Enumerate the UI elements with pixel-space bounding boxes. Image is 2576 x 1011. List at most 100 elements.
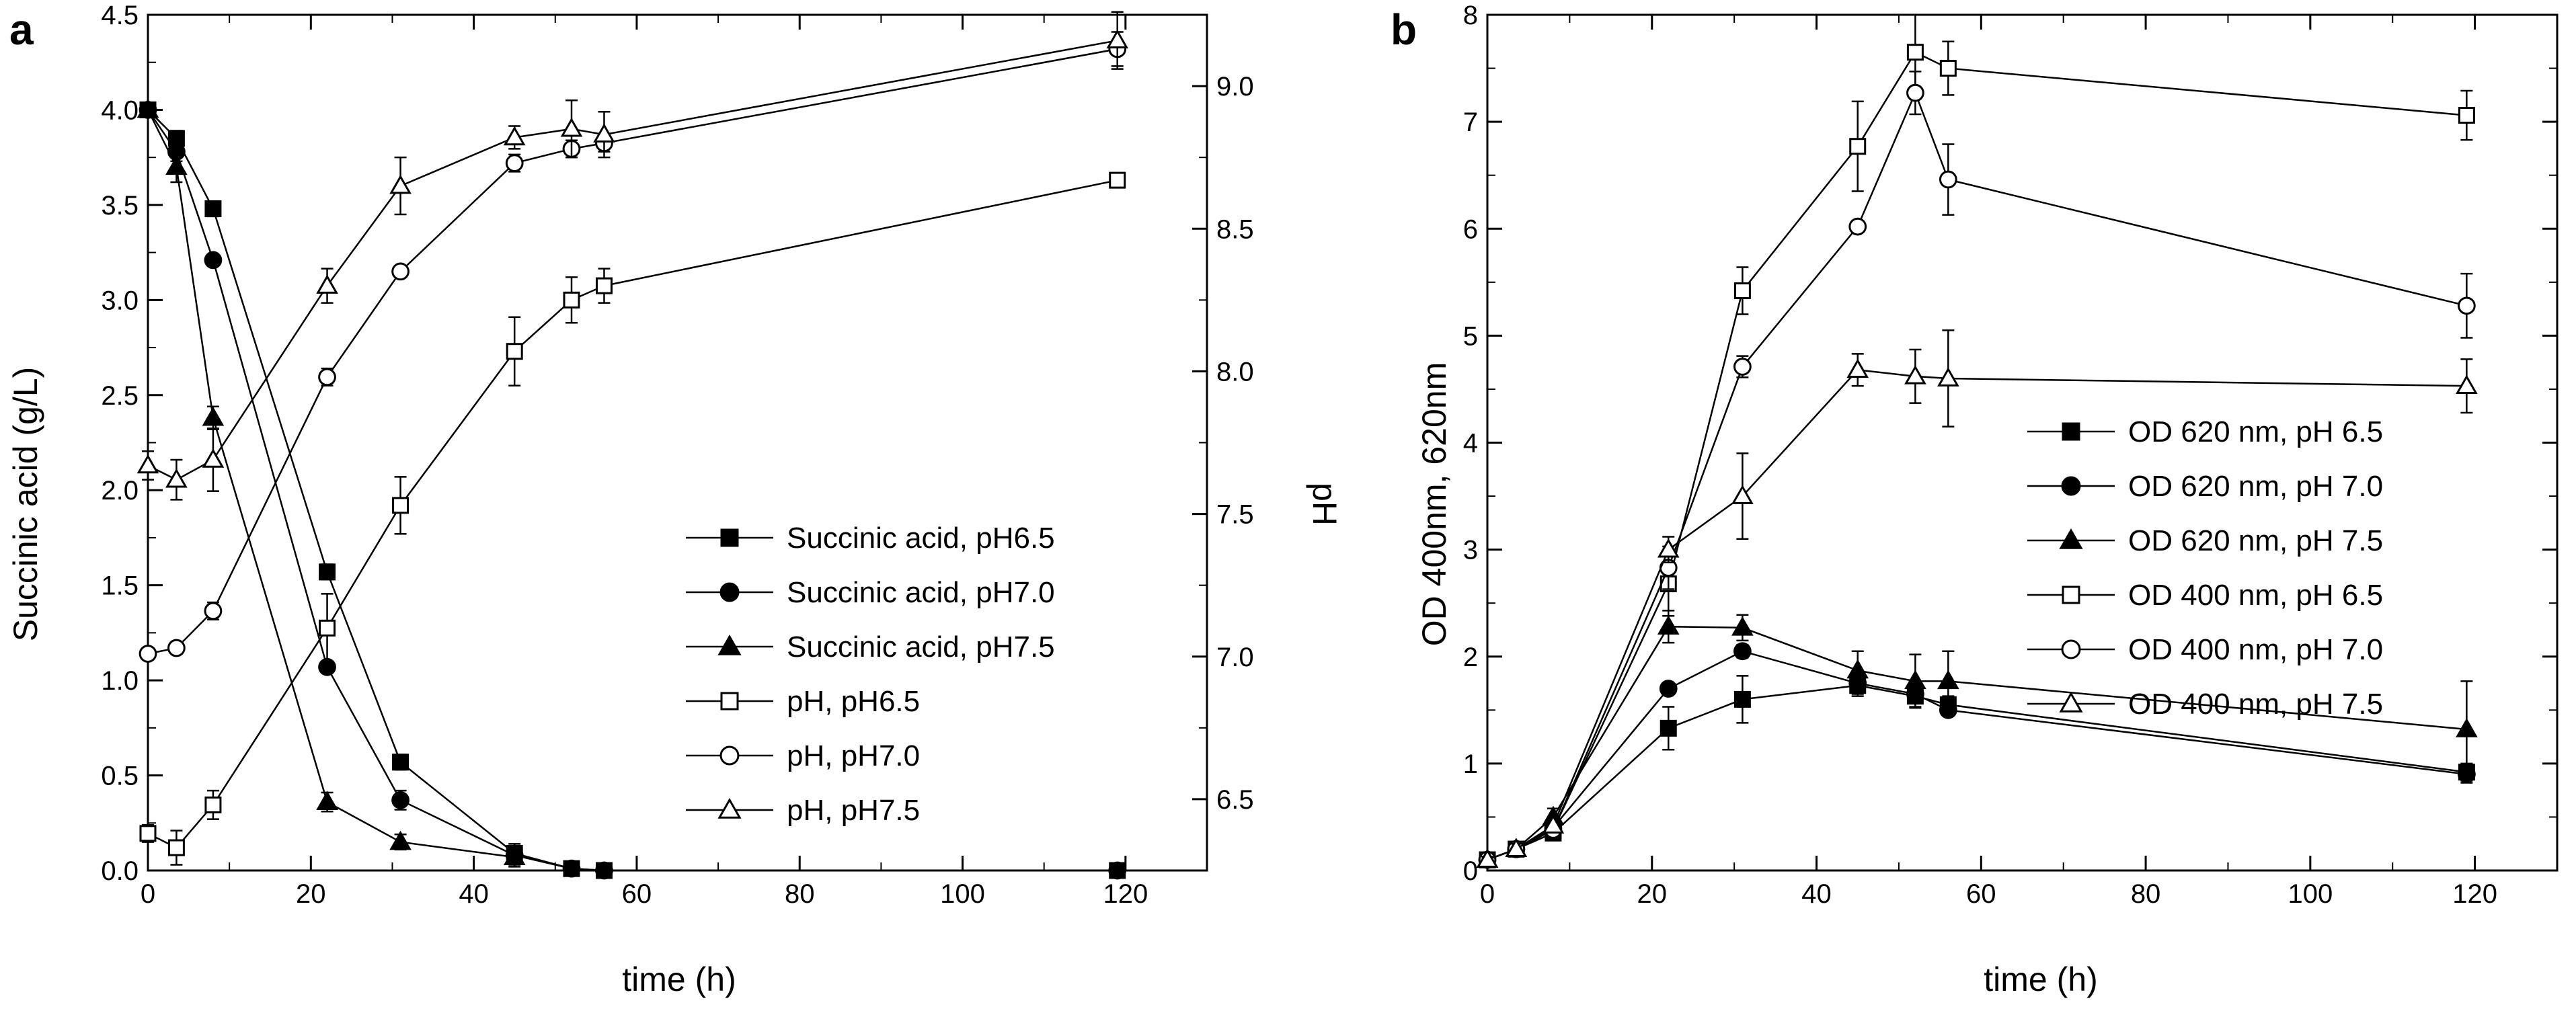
y2-tick-label-a: 7.5 xyxy=(1216,500,1254,530)
legend-item: OD 400 nm, pH 7.5 xyxy=(2027,688,2383,721)
data-point xyxy=(204,200,222,218)
data-point xyxy=(506,343,523,360)
data-point xyxy=(204,602,223,620)
series-line xyxy=(147,179,1118,849)
data-point xyxy=(1542,814,1565,834)
data-point xyxy=(139,825,157,842)
legend-item: pH, pH6.5 xyxy=(686,685,920,718)
data-point xyxy=(1906,44,1924,61)
data-point xyxy=(202,448,225,468)
legend-b: OD 620 nm, pH 6.5 OD 620 nm, pH 7.0 OD 620… xyxy=(2027,415,2383,721)
data-point xyxy=(503,126,526,146)
series-line xyxy=(147,109,1118,872)
data-point xyxy=(392,497,409,514)
y2-tick-label-a: 8.0 xyxy=(1216,357,1254,387)
y-tick-label-b: 7 xyxy=(1463,108,1478,137)
legend-label: Succinic acid, pH7.0 xyxy=(787,576,1055,609)
data-point xyxy=(316,791,338,810)
data-point xyxy=(391,262,409,281)
data-point xyxy=(136,98,159,118)
x-tick-label-a: 20 xyxy=(296,879,326,909)
legend-marker xyxy=(717,797,742,819)
legend-label: Succinic acid, pH6.5 xyxy=(787,522,1055,555)
data-point xyxy=(1657,615,1680,635)
data-point xyxy=(139,645,157,663)
legend-label: pH, pH7.5 xyxy=(787,794,920,827)
data-point xyxy=(1660,719,1677,737)
legend-item: OD 620 nm, pH 6.5 xyxy=(2027,415,2383,448)
data-point xyxy=(167,839,185,856)
data-point xyxy=(136,454,159,474)
data-point xyxy=(1733,358,1752,376)
y-tick-label-a: 0.5 xyxy=(101,762,139,791)
y-tick-label-b: 4 xyxy=(1463,429,1478,458)
y-axis-label-b: OD 400nm, 620nm xyxy=(1415,362,1453,646)
x-tick-label-b: 40 xyxy=(1801,879,1832,909)
series-line xyxy=(1487,51,2467,861)
x-tick-label-b: 120 xyxy=(2452,879,2497,909)
data-point xyxy=(1904,365,1926,385)
legend-label: pH, pH7.0 xyxy=(787,739,920,772)
y-tick-label-b: 3 xyxy=(1463,536,1478,565)
data-point xyxy=(505,154,524,173)
legend-marker xyxy=(719,745,740,766)
x-tick-label-a: 60 xyxy=(622,879,652,909)
data-point xyxy=(595,861,613,880)
y2-tick-label-a: 8.5 xyxy=(1216,214,1254,244)
data-point xyxy=(165,468,188,488)
data-point xyxy=(2456,718,2478,737)
y-tick-label-a: 1.5 xyxy=(101,571,139,601)
y-tick-label-a: 4.0 xyxy=(101,95,139,125)
x-axis-label-b: time (h) xyxy=(1984,961,2097,998)
series-line xyxy=(147,109,1118,872)
legend-item: Succinic acid, pH6.5 xyxy=(686,522,1055,555)
data-point xyxy=(1733,642,1752,661)
data-point xyxy=(1846,358,1869,378)
data-point xyxy=(1848,217,1867,236)
data-point xyxy=(389,830,412,850)
legend-a: Succinic acid, pH6.5 Succinic acid, pH7.0… xyxy=(686,522,1055,827)
plot-frame-b xyxy=(1486,13,2559,872)
y-tick-label-a: 2.0 xyxy=(101,476,139,506)
data-point xyxy=(1733,690,1751,708)
series-a-3 xyxy=(139,171,1126,866)
y-tick-label-a: 4.5 xyxy=(101,1,139,30)
y-tick-label-b: 2 xyxy=(1463,643,1478,672)
y-tick-label-a: 0.0 xyxy=(101,856,139,886)
legend-marker xyxy=(2062,422,2080,441)
data-point xyxy=(593,123,615,143)
data-point xyxy=(2457,296,2476,315)
y-tick-label-a: 3.5 xyxy=(101,191,139,220)
legend-marker xyxy=(2062,585,2080,604)
data-point xyxy=(1505,838,1528,857)
y2-tick-label-a: 7.0 xyxy=(1216,643,1254,672)
data-point xyxy=(1659,680,1678,698)
legend-label: OD 620 nm, pH 7.5 xyxy=(2128,524,2383,557)
series-line xyxy=(147,39,1118,481)
data-point xyxy=(389,174,412,194)
series-a-1 xyxy=(139,101,1127,880)
panel-label-a: a xyxy=(9,5,34,54)
data-point xyxy=(202,406,225,426)
x-tick-label-a: 80 xyxy=(785,879,815,909)
series-a-2 xyxy=(136,98,526,866)
legend-item: OD 620 nm, pH 7.5 xyxy=(2027,524,2383,557)
data-point xyxy=(503,846,526,866)
data-point xyxy=(2456,374,2478,394)
legend-marker xyxy=(2059,528,2083,549)
series-a-0 xyxy=(139,101,1126,879)
y-tick-label-a: 2.5 xyxy=(101,381,139,411)
legend-label: OD 620 nm, pH 7.0 xyxy=(2128,470,2383,503)
data-point xyxy=(1476,848,1499,868)
data-point xyxy=(1846,659,1869,679)
chart-panel-b: b time (h) OD 400nm, 620nm 0 20 40 60 80 100 1… xyxy=(1391,1,2559,998)
data-point xyxy=(562,859,581,878)
series-b-5 xyxy=(1476,329,2478,868)
y-tick-label-b: 6 xyxy=(1463,214,1478,244)
legend-marker xyxy=(717,634,742,655)
legend-marker xyxy=(2061,639,2081,659)
y2-axis-label-a: pH xyxy=(1306,483,1343,526)
x-tick-label-a: 100 xyxy=(940,879,985,909)
y-axis-label-a: Succinic acid (g/L) xyxy=(7,367,44,642)
plot-area-b: 0 20 40 60 80 100 120 0 1 2 3 4 5 6 7 8 OD 620 nm, pH 6.… xyxy=(1463,1,2559,909)
